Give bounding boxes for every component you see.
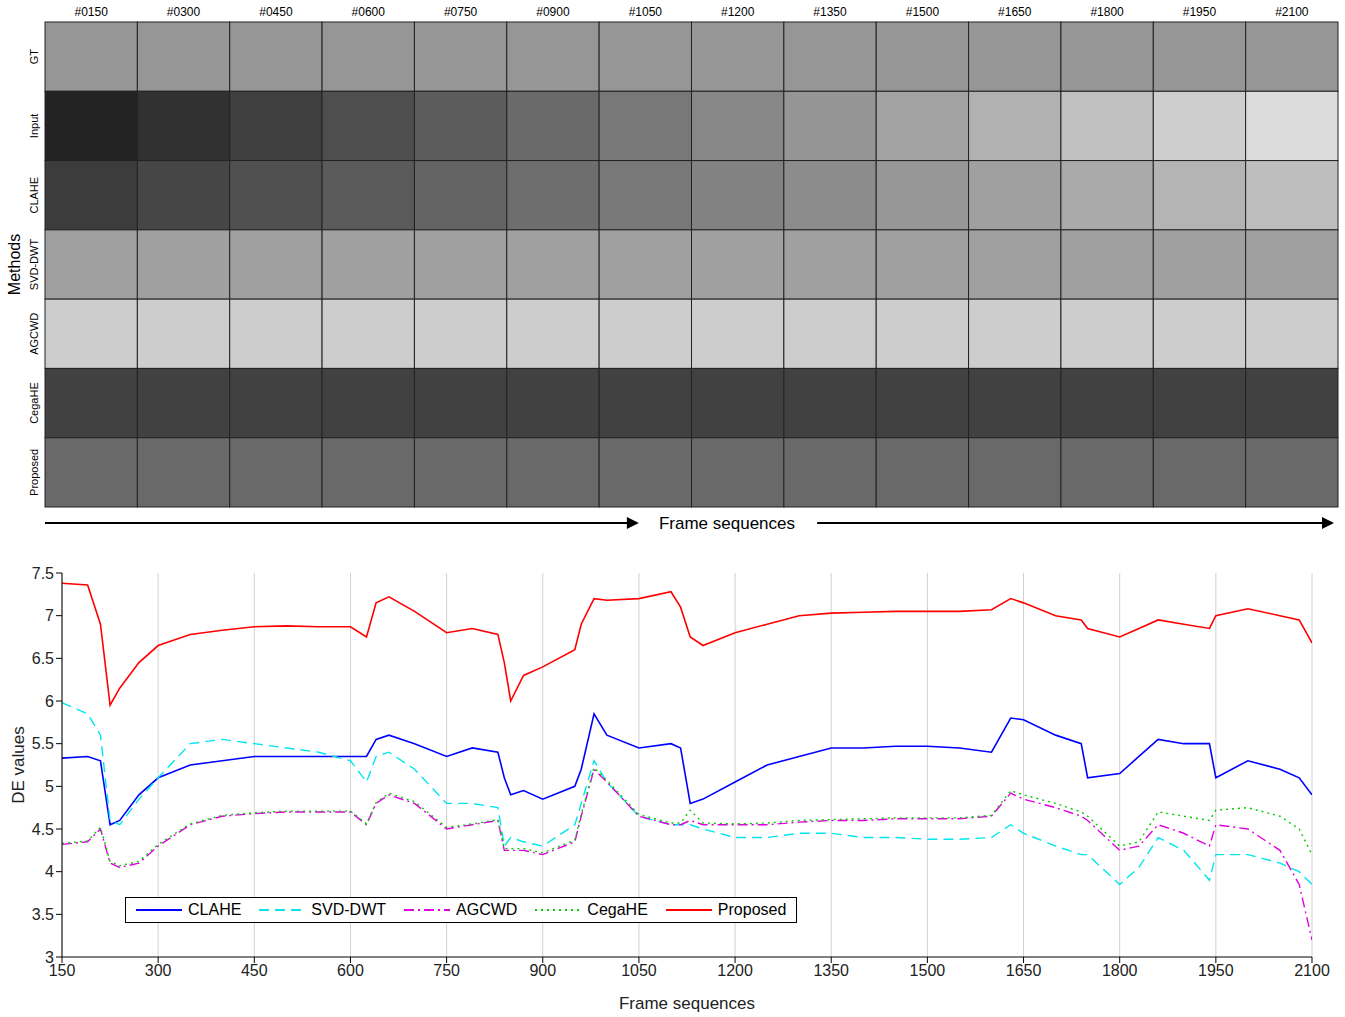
svg-text:900: 900 [529, 962, 556, 979]
svg-text:450: 450 [241, 962, 268, 979]
svg-text:SVD-DWT: SVD-DWT [28, 239, 40, 291]
html-text:SVD-DWT: SVD-DWT [311, 901, 386, 918]
svg-text:1050: 1050 [621, 962, 657, 979]
svg-text:2100: 2100 [1294, 962, 1330, 979]
svg-text:Frame sequences: Frame sequences [659, 514, 795, 533]
svg-text:7: 7 [45, 607, 54, 624]
svg-text:#1650: #1650 [998, 5, 1032, 19]
html-text:AGCWD: AGCWD [456, 901, 518, 918]
svg-text:3.5: 3.5 [32, 906, 54, 923]
html-text:Proposed: Proposed [717, 901, 787, 918]
svg-text:Input: Input [28, 114, 40, 138]
svg-text:Frame sequences: Frame sequences [619, 994, 755, 1013]
svg-text:AGCWD: AGCWD [28, 313, 40, 355]
svg-text:6.5: 6.5 [32, 650, 54, 667]
svg-text:1650: 1650 [1006, 962, 1042, 979]
svg-text:DE values: DE values [9, 726, 28, 803]
svg-text:5.5: 5.5 [32, 735, 54, 752]
svg-text:#1200: #1200 [721, 5, 755, 19]
html-text:CegaHE: CegaHE [587, 901, 648, 918]
svg-text:Proposed: Proposed [28, 449, 40, 496]
svg-text:6: 6 [45, 693, 54, 710]
svg-text:4: 4 [45, 863, 54, 880]
svg-text:#2100: #2100 [1275, 5, 1309, 19]
svg-text:#0600: #0600 [352, 5, 386, 19]
svg-text:300: 300 [145, 962, 172, 979]
svg-text:3: 3 [45, 949, 54, 966]
svg-text:#1800: #1800 [1090, 5, 1124, 19]
svg-text:GT: GT [28, 49, 40, 65]
svg-text:#1950: #1950 [1183, 5, 1217, 19]
svg-text:#1500: #1500 [906, 5, 940, 19]
svg-text:7.5: 7.5 [32, 565, 54, 582]
svg-text:#0450: #0450 [259, 5, 293, 19]
svg-text:1950: 1950 [1198, 962, 1234, 979]
svg-text:CegaHE: CegaHE [28, 382, 40, 424]
svg-text:1200: 1200 [717, 962, 753, 979]
svg-text:150: 150 [48, 962, 76, 980]
svg-text:600: 600 [337, 962, 364, 979]
svg-text:1800: 1800 [1102, 962, 1138, 979]
svg-text:CLAHE: CLAHE [28, 177, 40, 214]
svg-text:#0750: #0750 [444, 5, 478, 19]
svg-text:#1050: #1050 [629, 5, 663, 19]
svg-text:5: 5 [45, 778, 54, 795]
svg-text:4.5: 4.5 [32, 821, 54, 838]
html-text:CLAHE: CLAHE [188, 901, 242, 918]
svg-text:#0300: #0300 [167, 5, 201, 19]
svg-text:#1350: #1350 [813, 5, 847, 19]
svg-text:1350: 1350 [813, 962, 849, 979]
svg-text:750: 750 [433, 962, 460, 979]
svg-text:#0900: #0900 [536, 5, 570, 19]
svg-text:1500: 1500 [910, 962, 946, 979]
svg-text:Methods: Methods [6, 234, 23, 295]
svg-text:#0150: #0150 [74, 5, 108, 19]
